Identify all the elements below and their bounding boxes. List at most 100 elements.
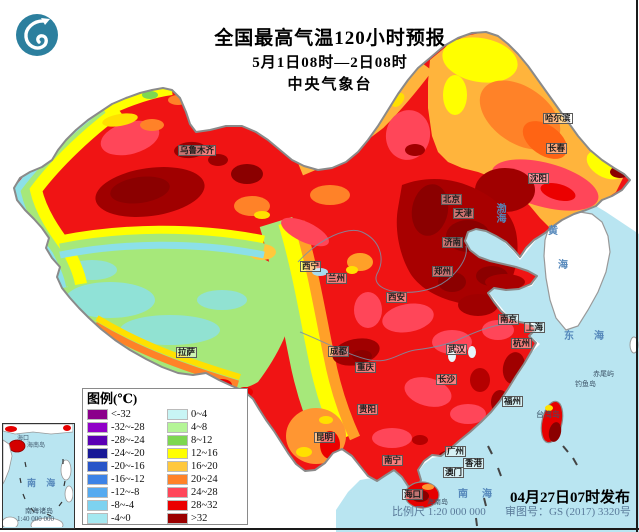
city-label: 澳门: [443, 467, 465, 478]
rivers: [297, 230, 519, 362]
legend-color-swatch: [167, 460, 188, 472]
legend-range-label: 24~28: [191, 486, 218, 498]
city-label: 成都: [328, 346, 350, 357]
legend-item: -12~-8: [87, 486, 163, 498]
south-china-sea-inset: 海口 海南岛 南 海 南海诸岛 1:40 000 000: [2, 423, 75, 529]
legend-range-label: 20~24: [191, 473, 218, 485]
city-label: 长沙: [436, 374, 458, 385]
legend-range-label: -24~-20: [111, 447, 145, 459]
sea-label: 渤海: [494, 203, 505, 223]
legend-item: 12~16: [167, 447, 243, 459]
taiwan-island: [540, 400, 564, 444]
sea-label: 海南岛: [427, 498, 448, 506]
legend-column-right: 0~4 4~8 8~12 12~16 16~20 20~24 24~28 28~32 >32: [167, 408, 243, 524]
city-label: 香港: [463, 458, 485, 469]
city-label: 海口: [402, 489, 424, 500]
legend-range-label: >32: [191, 512, 208, 524]
legend-color-swatch: [87, 421, 108, 433]
city-label: 广州: [445, 446, 467, 457]
legend-range-label: 8~12: [191, 434, 213, 446]
legend-title: 图例(℃): [87, 391, 138, 406]
legend-range-label: -12~-8: [111, 486, 140, 498]
city-label: 哈尔滨: [543, 113, 573, 124]
legend-item: -32~-28: [87, 421, 163, 433]
inset-island-label: 海南岛: [27, 443, 46, 449]
legend-range-label: 12~16: [191, 447, 218, 459]
title-block: 全国最高气温120小时预报 5月1日08时—2日08时 中央气象台: [170, 26, 490, 97]
legend-color-swatch: [167, 421, 188, 433]
inset-scale-label: 1:40 000 000: [17, 515, 54, 523]
sea-label: 黄: [548, 226, 558, 237]
city-label: 天津: [453, 208, 475, 219]
city-label: 重庆: [355, 362, 377, 373]
legend-range-label: 28~32: [191, 499, 218, 511]
map-scale: 比例尺 1:20 000 000: [392, 506, 486, 518]
legend-color-swatch: [167, 408, 188, 420]
legend-item: 8~12: [167, 434, 243, 446]
legend-range-label: 4~8: [191, 421, 208, 433]
legend-color-swatch: [167, 499, 188, 511]
sea-label: 海: [558, 260, 568, 271]
city-label: 北京: [441, 194, 463, 205]
legend-color-swatch: [87, 408, 108, 420]
legend-range-label: -4~0: [111, 512, 131, 524]
city-label: 郑州: [432, 266, 454, 277]
legend-color-swatch: [167, 473, 188, 485]
approval-number: 审图号：GS (2017) 3320号: [505, 506, 631, 518]
legend-item: -16~-12: [87, 473, 163, 485]
city-label: 昆明: [314, 432, 336, 443]
legend-color-swatch: [87, 486, 108, 498]
sea-label: 钓鱼岛: [575, 380, 596, 388]
legend-item: 20~24: [167, 473, 243, 485]
city-label: 兰州: [326, 273, 348, 284]
legend-range-label: -16~-12: [111, 473, 145, 485]
legend-item: 16~20: [167, 460, 243, 472]
legend-range-label: -20~-16: [111, 460, 145, 472]
legend-item: -4~0: [87, 512, 163, 524]
city-label: 杭州: [511, 338, 533, 349]
city-label: 西安: [386, 292, 408, 303]
legend-color-swatch: [87, 447, 108, 459]
city-label: 西宁: [300, 261, 322, 272]
legend-item: >32: [167, 512, 243, 524]
nine-dash-line: [475, 445, 578, 527]
legend-range-label: 0~4: [191, 408, 208, 420]
hainan-island: [404, 481, 440, 509]
city-label: 上海: [524, 322, 546, 333]
legend-range-label: -8~-4: [111, 499, 135, 511]
legend-color-swatch: [87, 512, 108, 524]
city-label: 南宁: [382, 455, 404, 466]
legend-range-label: 16~20: [191, 460, 218, 472]
forecast-period: 5月1日08时—2日08时: [252, 54, 408, 71]
legend-range-label: -32~-28: [111, 421, 145, 433]
city-label: 长春: [546, 143, 568, 154]
legend-color-swatch: [87, 434, 108, 446]
legend-item: -20~-16: [87, 460, 163, 472]
sea-label: 南海: [458, 489, 506, 500]
legend-item: -24~-20: [87, 447, 163, 459]
page-title: 全国最高气温120小时预报: [214, 28, 446, 49]
city-label: 乌鲁木齐: [178, 145, 217, 156]
city-label: 拉萨: [176, 347, 198, 358]
legend-item: 4~8: [167, 421, 243, 433]
legend-item: 24~28: [167, 486, 243, 498]
agency-name: 中央气象台: [287, 77, 373, 94]
inset-name-label: 南海诸岛: [25, 507, 53, 515]
legend-column-left: <-32 -32~-28 -28~-24 -24~-20 -20~-16 -16~-12-…: [87, 408, 163, 524]
legend: 图例(℃) <-32 -32~-28 -28~-24 -24~-20 -20~-16 -1…: [82, 388, 248, 525]
legend-color-swatch: [87, 473, 108, 485]
legend-items: <-32 -32~-28 -28~-24 -24~-20 -20~-16 -16~-12-…: [87, 408, 243, 524]
sea-label: 赤尾屿: [593, 370, 614, 378]
legend-color-swatch: [167, 486, 188, 498]
legend-color-swatch: [167, 512, 188, 524]
city-label: 沈阳: [528, 173, 550, 184]
legend-color-swatch: [87, 499, 108, 511]
legend-range-label: -28~-24: [111, 434, 145, 446]
legend-item: <-32: [87, 408, 163, 420]
city-label: 济南: [442, 237, 464, 248]
legend-color-swatch: [167, 434, 188, 446]
legend-item: -8~-4: [87, 499, 163, 511]
